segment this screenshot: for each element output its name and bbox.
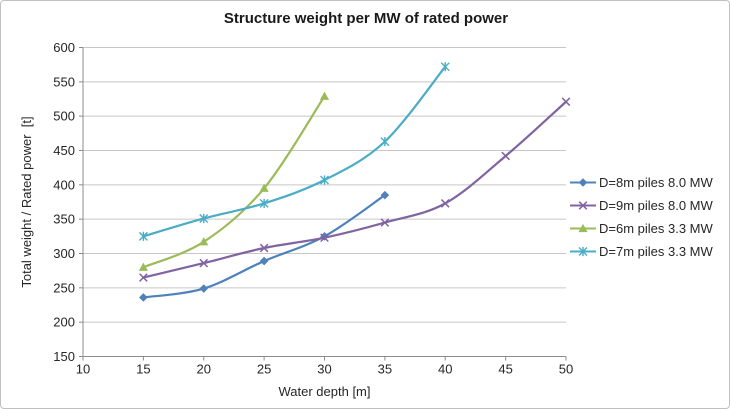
y-tick-label: 150 bbox=[53, 349, 75, 364]
asterisk-marker-icon bbox=[259, 198, 269, 208]
x-marker-icon bbox=[440, 199, 450, 208]
diamond-marker-icon bbox=[199, 284, 209, 293]
triangle-marker-icon bbox=[199, 237, 209, 246]
legend-series-4-marker-icon bbox=[570, 246, 596, 257]
diamond-marker-icon bbox=[259, 256, 269, 266]
chart-title: Structure weight per MW of rated power bbox=[223, 10, 509, 27]
asterisk-marker-icon bbox=[320, 175, 329, 185]
x-marker-icon bbox=[139, 273, 148, 282]
y-tick-label: 250 bbox=[53, 280, 75, 295]
legend-item: D=6m piles 3.3 MW bbox=[569, 217, 727, 240]
x-tick-label: 20 bbox=[197, 362, 211, 377]
legend-series-1-marker-icon bbox=[570, 178, 596, 187]
triangle-marker-icon bbox=[578, 223, 588, 233]
triangle-marker-icon bbox=[138, 262, 148, 271]
diamond-marker-icon bbox=[320, 232, 329, 241]
x-tick-label: 40 bbox=[438, 362, 452, 377]
x-tick-label: 50 bbox=[559, 362, 573, 377]
diamond-marker-icon bbox=[578, 178, 588, 187]
asterisk-marker-icon bbox=[199, 213, 209, 224]
x-tick-label: 30 bbox=[317, 362, 331, 377]
y-tick-label: 350 bbox=[53, 212, 75, 227]
x-marker-icon bbox=[578, 201, 588, 210]
x-axis-title: Water depth [m] bbox=[278, 384, 371, 399]
series-line-2 bbox=[142, 100, 568, 279]
x-marker-icon bbox=[199, 258, 209, 268]
triangle-marker-icon bbox=[259, 183, 269, 192]
y-tick-label: 500 bbox=[53, 109, 75, 124]
x-marker-icon bbox=[259, 243, 269, 253]
x-tick-label: 25 bbox=[257, 362, 271, 377]
x-tick-label: 15 bbox=[136, 362, 150, 377]
asterisk-marker-icon bbox=[440, 62, 450, 72]
y-axis-title: Total weight / Rated power [t] bbox=[19, 116, 34, 288]
series-line-4 bbox=[142, 65, 447, 238]
legend-series-3-marker-icon bbox=[570, 223, 596, 233]
asterisk-marker-icon bbox=[380, 136, 390, 147]
asterisk-marker-icon bbox=[138, 231, 148, 241]
legend-label: D=7m piles 3.3 MW bbox=[599, 244, 713, 259]
legend-item: D=9m piles 8.0 MW bbox=[569, 194, 727, 217]
diamond-marker-icon bbox=[380, 190, 390, 200]
triangle-marker-icon bbox=[319, 91, 330, 100]
legend-series-2-marker-icon bbox=[570, 201, 596, 210]
x-marker-icon bbox=[501, 151, 510, 161]
diamond-marker-icon bbox=[139, 293, 148, 302]
x-marker-icon bbox=[561, 97, 571, 107]
x-tick-label: 10 bbox=[76, 362, 90, 377]
y-tick-label: 200 bbox=[53, 315, 75, 330]
series-line-1 bbox=[142, 194, 386, 299]
y-tick-label: 600 bbox=[53, 40, 75, 55]
y-tick-label: 450 bbox=[53, 143, 75, 158]
y-tick-label: 550 bbox=[53, 74, 75, 89]
legend-label: D=8m piles 8.0 MW bbox=[599, 175, 713, 190]
x-marker-icon bbox=[320, 233, 329, 243]
legend-label: D=9m piles 8.0 MW bbox=[599, 198, 713, 213]
asterisk-marker-icon bbox=[578, 246, 588, 257]
legend-item: D=8m piles 8.0 MW bbox=[569, 171, 727, 194]
legend: D=8m piles 8.0 MW D=9m piles 8.0 MW D=6m… bbox=[569, 171, 727, 263]
legend-item: D=7m piles 3.3 MW bbox=[569, 240, 727, 263]
x-tick-label: 35 bbox=[378, 362, 392, 377]
y-tick-label: 300 bbox=[53, 246, 75, 261]
series-line-3 bbox=[142, 95, 326, 269]
x-tick-label: 45 bbox=[498, 362, 512, 377]
legend-label: D=6m piles 3.3 MW bbox=[599, 221, 713, 236]
y-tick-label: 400 bbox=[53, 177, 75, 192]
x-marker-icon bbox=[380, 218, 390, 227]
